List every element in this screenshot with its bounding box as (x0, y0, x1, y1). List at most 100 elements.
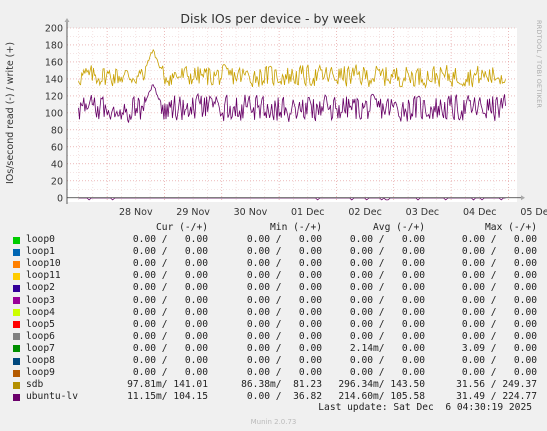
legend-min: 0.00 / 0.00 (246, 355, 322, 367)
legend-row: ubuntu-lv 11.15m/ 104.15 0.00 / 36.82 214.6… (12, 391, 537, 403)
y-ticks: 0 20 40 60 80 100 120 140 160 180 200 (45, 24, 63, 205)
legend-name: ubuntu-lv (26, 391, 78, 403)
legend-cur: 0.00 / 0.00 (132, 270, 208, 282)
legend-cur: 97.81m/ 141.01 (127, 379, 208, 391)
legend-swatch (13, 321, 20, 329)
legend-row: loop2 0.00 / 0.00 0.00 / 0.00 0.00 / 0.00 0.… (12, 282, 537, 294)
legend-cur: 0.00 / 0.00 (132, 342, 208, 354)
legend-cur: 0.00 / 0.00 (132, 318, 208, 330)
legend-name: loop0 (26, 234, 55, 246)
legend-row: loop5 0.00 / 0.00 0.00 / 0.00 0.00 / 0.00 0.… (12, 319, 537, 331)
legend-swatch (13, 381, 20, 389)
x-tick-label: 02 Dec (348, 207, 382, 218)
legend-swatch (13, 260, 20, 268)
legend-cur: 0.00 / 0.00 (132, 367, 208, 379)
x-tick-label: 29 Nov (176, 207, 210, 218)
legend-swatch (13, 393, 20, 401)
legend-min: 0.00 / 0.00 (246, 342, 322, 354)
legend-row: loop0 0.00 / 0.00 0.00 / 0.00 0.00 / 0.00 0.… (12, 234, 537, 246)
chart-title: Disk IOs per device - by week (180, 11, 366, 26)
legend-table: Cur (-/+) Min (-/+) Avg (-/+) Max (-/+) … (12, 222, 537, 403)
legend-row: loop3 0.00 / 0.00 0.00 / 0.00 0.00 / 0.00 0.… (12, 295, 537, 307)
legend-name: loop8 (26, 355, 55, 367)
legend-max: 0.00 / 0.00 (461, 234, 537, 246)
legend-avg: 0.00 / 0.00 (349, 270, 425, 282)
legend-min: 0.00 / 0.00 (246, 294, 322, 306)
legend-cur: 0.00 / 0.00 (132, 258, 208, 270)
legend-cur: 0.00 / 0.00 (132, 246, 208, 258)
legend-avg: 0.00 / 0.00 (349, 246, 425, 258)
legend-min: 0.00 / 0.00 (246, 367, 322, 379)
legend-cur: 0.00 / 0.00 (132, 330, 208, 342)
legend-name: loop10 (26, 258, 61, 270)
y-tick-label: 180 (45, 40, 63, 51)
rrdtool-credit: RRDTOOL / TOBI OETIKER (535, 20, 543, 108)
legend-swatch (13, 272, 20, 280)
legend-row: loop6 0.00 / 0.00 0.00 / 0.00 0.00 / 0.00 0.… (12, 331, 537, 343)
legend-avg: 0.00 / 0.00 (349, 258, 425, 270)
legend-row: loop9 0.00 / 0.00 0.00 / 0.00 0.00 / 0.00 0.… (12, 367, 537, 379)
axes (64, 18, 525, 204)
legend-max: 3.09 / 0.00 (461, 342, 537, 354)
y-axis-label: IOs/second read (-) / write (+) (5, 42, 16, 184)
legend-max: 0.00 / 0.00 (461, 330, 537, 342)
legend-max: 0.00 / 0.00 (461, 270, 537, 282)
legend-max: 0.00 / 0.00 (461, 367, 537, 379)
legend-min: 0.00 / 0.00 (246, 246, 322, 258)
series-line-sdb (78, 48, 506, 89)
legend-swatch (13, 297, 20, 305)
legend-min: 0.00 / 36.82 (246, 391, 322, 403)
legend-max: 0.00 / 0.00 (461, 294, 537, 306)
y-tick-label: 80 (51, 125, 63, 136)
y-axis-arrow (64, 18, 70, 22)
legend-cur: 0.00 / 0.00 (132, 306, 208, 318)
legend-min: 0.00 / 0.00 (246, 234, 322, 246)
x-tick-label: 28 Nov (119, 207, 153, 218)
munin-version: Munin 2.0.73 (250, 418, 297, 426)
legend-avg: 0.00 / 0.00 (349, 306, 425, 318)
legend-max: 0.00 / 0.00 (461, 306, 537, 318)
legend-row: loop8 0.00 / 0.00 0.00 / 0.00 0.00 / 0.00 0.… (12, 355, 537, 367)
legend-min: 0.00 / 0.00 (246, 318, 322, 330)
x-ticks: 28 Nov 29 Nov 30 Nov 01 Dec 02 Dec 03 Dec 04 D… (119, 207, 547, 218)
legend-name: loop5 (26, 318, 55, 330)
series-line-ubuntu-lv (78, 84, 506, 123)
legend-max: 31.49 / 224.77 (456, 391, 537, 403)
legend-cur: 0.00 / 0.00 (132, 234, 208, 246)
legend-row: sdb 97.81m/ 141.01 86.38m/ 81.23 296.34m/ 1… (12, 379, 537, 391)
y-tick-label: 160 (45, 57, 63, 68)
y-tick-label: 100 (45, 108, 63, 119)
legend-name: loop4 (26, 306, 55, 318)
legend-avg: 0.00 / 0.00 (349, 318, 425, 330)
legend-avg: 0.00 / 0.00 (349, 355, 425, 367)
legend-row: loop7 0.00 / 0.00 0.00 / 0.00 2.14m/ 0.00 3.… (12, 343, 537, 355)
x-axis-arrow (521, 195, 525, 201)
legend-name: loop3 (26, 294, 55, 306)
legend-min: 0.00 / 0.00 (246, 270, 322, 282)
legend-name: loop9 (26, 367, 55, 379)
legend-min: 0.00 / 0.00 (246, 282, 322, 294)
legend-min: 0.00 / 0.00 (246, 306, 322, 318)
legend-swatch (13, 357, 20, 365)
legend-cur: 0.00 / 0.00 (132, 294, 208, 306)
legend-swatch (13, 345, 20, 353)
legend-name: sdb (26, 379, 44, 391)
x-tick-label: 04 Dec (463, 207, 497, 218)
legend-max: 0.00 / 0.00 (461, 282, 537, 294)
y-tick-label: 20 (51, 176, 63, 187)
legend-name: loop6 (26, 330, 55, 342)
y-tick-label: 140 (45, 74, 63, 85)
legend-max: 0.00 / 0.00 (461, 355, 537, 367)
header-max: Max (-/+) (485, 222, 537, 233)
legend-max: 0.00 / 0.00 (461, 246, 537, 258)
chart: Disk IOs per device - by week IOs/second… (5, 11, 547, 218)
legend-swatch (13, 369, 20, 377)
legend-row: loop4 0.00 / 0.00 0.00 / 0.00 0.00 / 0.00 0.… (12, 307, 537, 319)
legend-avg: 0.00 / 0.00 (349, 294, 425, 306)
legend-swatch (13, 248, 20, 256)
legend-min: 0.00 / 0.00 (246, 258, 322, 270)
x-tick-label: 03 Dec (406, 207, 440, 218)
x-tick-label: 30 Nov (234, 207, 268, 218)
legend-max: 0.00 / 0.00 (461, 318, 537, 330)
legend-min: 86.38m/ 81.23 (241, 379, 322, 391)
